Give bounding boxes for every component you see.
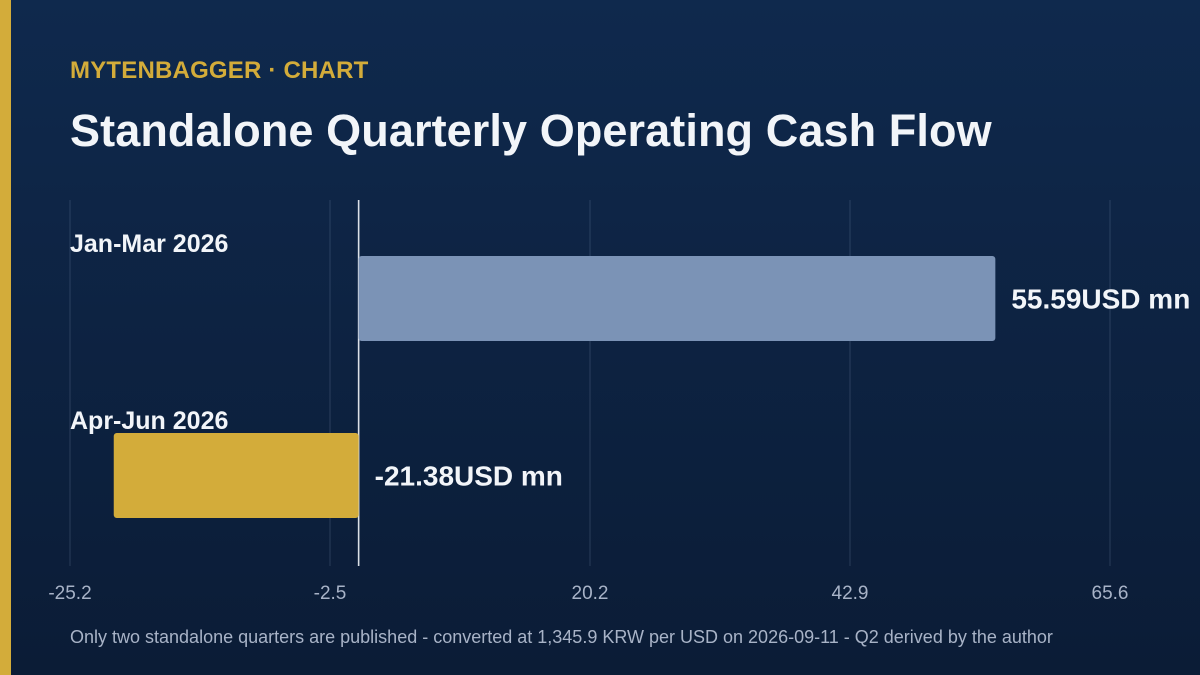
x-tick-label: 42.9 [832,583,869,604]
bar [113,433,359,518]
category-label: Apr-Jun 2026 [70,407,228,435]
x-tick-label: 65.6 [1092,583,1129,604]
bars [113,256,996,518]
x-tick-label: -2.5 [314,583,347,604]
x-axis-ticks: -25.2 -2.5 20.2 42.9 65.6 [48,583,1128,604]
x-tick-label: 20.2 [572,583,609,604]
category-label: Jan-Mar 2026 [70,230,228,258]
value-labels: 55.59USD mn -21.38USD mn [375,284,1191,492]
brand-label: MYTENBAGGER · CHART [70,57,369,84]
value-label: -21.38USD mn [375,461,563,492]
chart-title: Standalone Quarterly Operating Cash Flow [70,105,992,156]
source-note: Only two standalone quarters are publish… [70,627,1053,647]
x-tick-label: -25.2 [48,583,91,604]
accent-bar [0,0,11,675]
category-labels: Jan-Mar 2026 Apr-Jun 2026 [70,230,228,435]
bar [358,256,996,341]
value-label: 55.59USD mn [1011,284,1190,315]
